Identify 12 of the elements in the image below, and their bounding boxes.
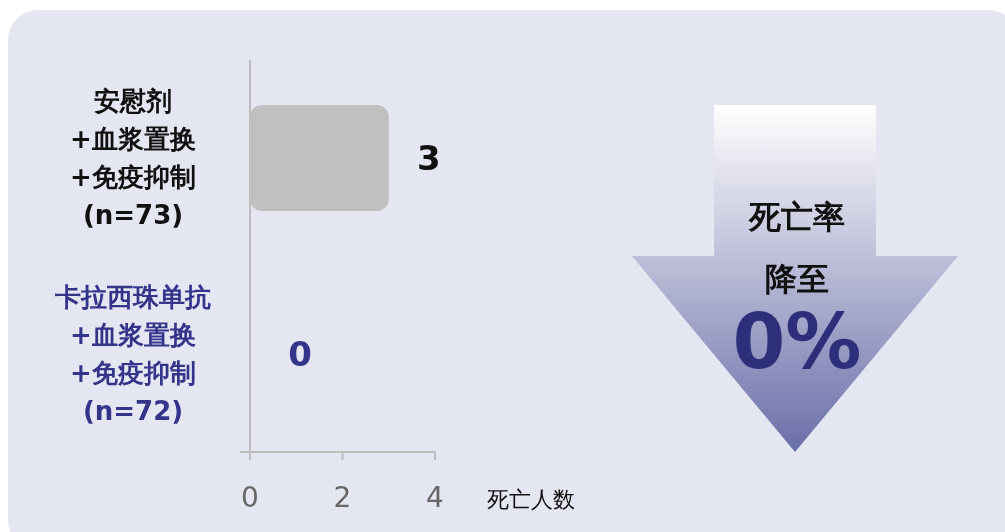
text: 0% bbox=[732, 297, 862, 386]
text: 死亡率 bbox=[748, 198, 845, 236]
data-label: 3 bbox=[416, 138, 441, 178]
x-tick-label: 0 bbox=[241, 481, 259, 514]
data-label: 0 bbox=[288, 334, 312, 374]
x-tick-label: 4 bbox=[426, 481, 444, 514]
text: 降至 bbox=[765, 260, 829, 298]
plot: 0 2 4 3 0 bbox=[239, 59, 444, 514]
y-tick-label: 安慰剂 +血浆置换 +免疫抑制 (n=73) bbox=[70, 86, 196, 230]
y-tick-label: 卡拉西珠单抗 +血浆置换 +免疫抑制 (n=72) bbox=[54, 282, 211, 426]
x-axis-title: 死亡人数 bbox=[487, 487, 575, 512]
x-tick-label: 2 bbox=[333, 481, 352, 514]
